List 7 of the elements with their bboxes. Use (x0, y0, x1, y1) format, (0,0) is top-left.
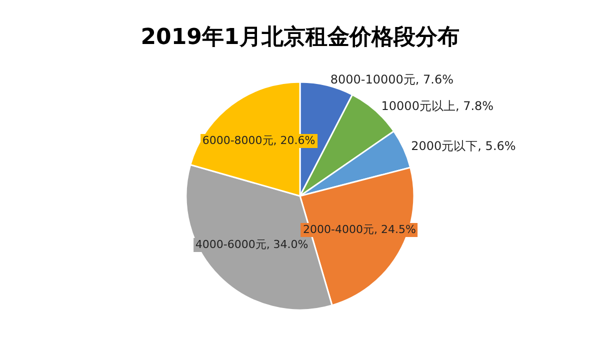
slice-label: 10000元以上, 7.8% (381, 98, 494, 113)
slice-label: 2000元以下, 5.6% (411, 139, 516, 154)
slice-label: 6000-8000元, 20.6% (200, 134, 318, 148)
slice-label: 4000-6000元, 34.0% (193, 238, 310, 252)
slice-label: 2000-4000元, 24.5% (301, 222, 418, 237)
chart-title: 2019年1月北京租金价格段分布 (140, 24, 460, 50)
slice-label: 8000-10000元, 7.6% (330, 72, 454, 86)
